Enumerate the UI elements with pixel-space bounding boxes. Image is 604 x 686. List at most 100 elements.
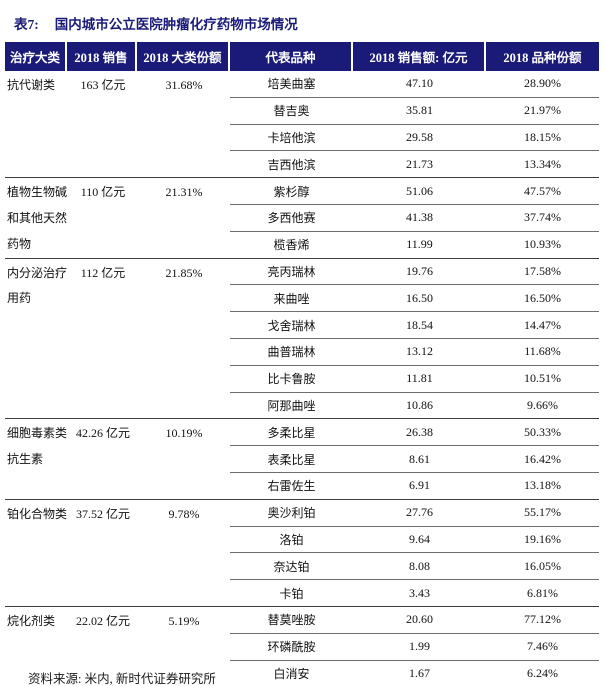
drug-sales: 1.67 [409, 665, 430, 680]
table-row: 右雷佐生 6.91 13.18% [230, 471, 599, 499]
category-share: 21.31% [165, 185, 203, 200]
table-row: 替吉奥 35.81 21.97% [230, 96, 599, 124]
drug-name: 榄香烯 [273, 238, 310, 253]
table-row: 亮丙瑞林 19.76 17.58% [230, 259, 599, 285]
table-row: 表柔比星 8.61 16.42% [230, 445, 599, 472]
header-cell-2018-sales: 2018 销售 [67, 42, 137, 71]
drug-rows: 培美曲塞 47.10 28.90% 替吉奥 35.81 21.97% 卡培他滨 … [230, 71, 599, 177]
drug-share: 21.97% [524, 103, 561, 118]
table-row: 多西他赛 41.38 37.74% [230, 203, 599, 231]
category-name: 内分泌治疗用药 [7, 265, 68, 306]
drug-share: 19.16% [524, 531, 561, 546]
drug-share: 13.34% [524, 156, 561, 171]
table-row: 曲普瑞林 13.12 11.68% [230, 337, 599, 365]
source-note: 资料来源: 米内, 新时代证券研究所 [28, 672, 216, 686]
drug-sales: 10.86 [406, 397, 433, 412]
table-row: 戈舍瑞林 18.54 14.47% [230, 311, 599, 338]
table-row: 奥沙利铂 27.76 55.17% [230, 500, 599, 526]
category-sales: 42.26 亿元 [75, 426, 130, 441]
drug-name: 奈达铂 [273, 559, 310, 574]
drug-sales: 41.38 [406, 210, 433, 225]
drug-name: 阿那曲唑 [267, 398, 316, 413]
drug-sales: 18.54 [406, 317, 433, 332]
header-cell-2018-drug-share: 2018 品种份额 [486, 42, 599, 71]
drug-name: 白消安 [273, 666, 310, 681]
header-cell-representative-drug: 代表品种 [230, 42, 353, 71]
drug-share: 18.15% [524, 129, 561, 144]
drug-share: 10.93% [524, 237, 561, 252]
drug-rows: 亮丙瑞林 19.76 17.58% 来曲唑 16.50 16.50% 戈舍瑞林 … [230, 259, 599, 419]
table-header-row: 治疗大类 2018 销售 2018 大类份额 代表品种 2018 销售额: 亿元… [5, 42, 599, 71]
drug-share: 13.18% [524, 478, 561, 493]
table-title: 表7: 国内城市公立医院肿瘤化疗药物市场情况 [14, 13, 298, 33]
category-sales: 110 亿元 [80, 185, 126, 200]
drug-sales: 27.76 [406, 505, 433, 520]
drug-name: 奥沙利铂 [267, 506, 316, 521]
drug-share: 37.74% [524, 210, 561, 225]
category-name: 植物生物碱和其他天然药物 [7, 185, 68, 251]
drug-sales: 21.73 [406, 156, 433, 171]
category-sales: 37.52 亿元 [75, 506, 130, 521]
drug-share: 47.57% [524, 183, 561, 198]
drug-sales: 35.81 [406, 103, 433, 118]
table-row: 卡培他滨 29.58 18.15% [230, 123, 599, 151]
category-share: 9.78% [168, 506, 200, 521]
drug-share: 17.58% [524, 263, 561, 278]
table-row: 来曲唑 16.50 16.50% [230, 284, 599, 311]
drug-rows: 紫杉醇 51.06 47.57% 多西他赛 41.38 37.74% 榄香烯 1… [230, 178, 599, 257]
drug-name: 卡铂 [279, 586, 304, 601]
table-row: 吉西他滨 21.73 13.34% [230, 150, 599, 177]
category-group-row: 抗代谢类 163 亿元 31.68% 培美曲塞 47.10 28.90% 替吉奥… [5, 71, 599, 177]
table-row: 环磷酰胺 1.99 7.46% [230, 632, 599, 660]
category-sales: 163 亿元 [80, 78, 126, 92]
drug-sales: 11.99 [406, 237, 433, 252]
market-table: 治疗大类 2018 销售 2018 大类份额 代表品种 2018 销售额: 亿元… [5, 42, 599, 686]
category-sales: 22.02 亿元 [75, 613, 130, 628]
drug-name: 卡培他滨 [267, 130, 316, 145]
drug-name: 吉西他滨 [267, 157, 316, 172]
drug-share: 6.24% [527, 665, 558, 680]
category-group-row: 细胞毒素类抗生素 42.26 亿元 10.19% 多柔比星 26.38 50.3… [5, 418, 599, 498]
table-row: 培美曲塞 47.10 28.90% [230, 71, 599, 97]
category-sales: 112 亿元 [80, 265, 126, 280]
drug-share: 11.68% [524, 344, 561, 359]
drug-name: 曲普瑞林 [267, 345, 316, 360]
category-group-row: 内分泌治疗用药 112 亿元 21.85% 亮丙瑞林 19.76 17.58% … [5, 257, 599, 419]
drug-sales: 3.43 [409, 585, 430, 600]
category-cells: 铂化合物类 37.52 亿元 9.78% [5, 500, 230, 606]
table-row: 紫杉醇 51.06 47.57% [230, 178, 599, 204]
drug-share: 16.42% [524, 451, 561, 466]
category-cells: 内分泌治疗用药 112 亿元 21.85% [5, 259, 230, 419]
table-row: 洛铂 9.64 19.16% [230, 525, 599, 553]
drug-name: 紫杉醇 [273, 184, 310, 199]
category-share: 21.85% [165, 265, 203, 280]
drug-name: 表柔比星 [267, 452, 316, 467]
drug-sales: 6.91 [409, 478, 430, 493]
drug-name: 替莫唑胺 [267, 613, 316, 628]
drug-sales: 8.08 [409, 558, 430, 573]
drug-share: 7.46% [527, 639, 558, 654]
category-group-row: 铂化合物类 37.52 亿元 9.78% 奥沙利铂 27.76 55.17% 洛… [5, 498, 599, 606]
table-row: 白消安 1.67 6.24% [230, 659, 599, 686]
table-body: 抗代谢类 163 亿元 31.68% 培美曲塞 47.10 28.90% 替吉奥… [5, 71, 599, 686]
category-name: 抗代谢类 [7, 78, 56, 92]
drug-sales: 13.12 [406, 344, 433, 359]
table-row: 替莫唑胺 20.60 77.12% [230, 607, 599, 633]
drug-name: 比卡鲁胺 [267, 372, 316, 387]
drug-share: 77.12% [524, 612, 561, 627]
table-number-label: 表7: [14, 17, 39, 32]
table-row: 奈达铂 8.08 16.05% [230, 552, 599, 579]
drug-sales: 9.64 [409, 531, 430, 546]
table-row: 比卡鲁胺 11.81 10.51% [230, 364, 599, 392]
drug-sales: 47.10 [406, 76, 433, 91]
drug-name: 培美曲塞 [267, 77, 316, 92]
category-cells: 细胞毒素类抗生素 42.26 亿元 10.19% [5, 419, 230, 498]
category-group-row: 烷化剂类 22.02 亿元 5.19% 替莫唑胺 20.60 77.12% 环磷… [5, 605, 599, 686]
table-row: 榄香烯 11.99 10.93% [230, 230, 599, 258]
drug-share: 16.05% [524, 558, 561, 573]
drug-share: 28.90% [524, 76, 561, 91]
drug-rows: 多柔比星 26.38 50.33% 表柔比星 8.61 16.42% 右雷佐生 … [230, 419, 599, 498]
category-group-row: 植物生物碱和其他天然药物 110 亿元 21.31% 紫杉醇 51.06 47.… [5, 177, 599, 257]
drug-sales: 11.81 [406, 371, 433, 386]
drug-share: 16.50% [524, 290, 561, 305]
